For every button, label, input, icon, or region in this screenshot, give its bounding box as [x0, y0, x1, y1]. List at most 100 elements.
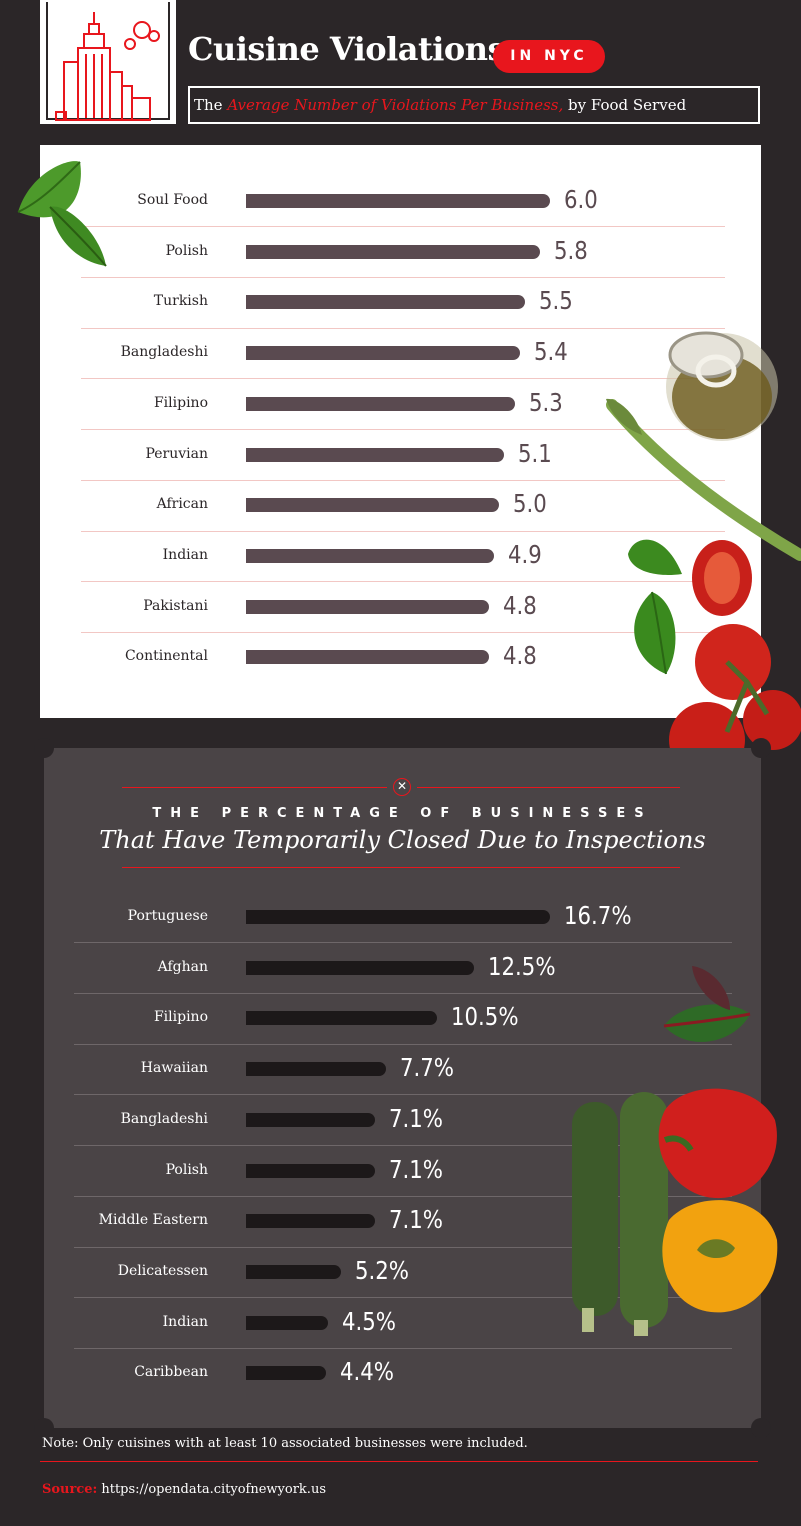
row-divider [81, 226, 725, 228]
bar [246, 548, 495, 563]
chard-leaf-icon [663, 966, 751, 1042]
bar [246, 1264, 341, 1279]
row-divider [74, 1246, 732, 1248]
location-badge: IN NYC [493, 40, 605, 73]
panel-corner-notch [751, 738, 771, 758]
footer-divider [40, 1461, 758, 1462]
value-label: 10.5% [451, 1002, 519, 1032]
value-label: 12.5% [487, 951, 556, 981]
value-label: 7.1% [389, 1154, 444, 1184]
row-divider [81, 277, 725, 279]
row-divider [74, 1145, 732, 1147]
bar [246, 1366, 327, 1381]
category-label: Portuguese [127, 908, 208, 924]
bar [246, 447, 505, 462]
value-label: 5.5 [538, 286, 573, 316]
category-label: Middle Eastern [98, 1212, 208, 1229]
category-label: Polish [165, 242, 208, 259]
value-label: 4.5% [341, 1306, 396, 1336]
value-label: 4.8 [503, 590, 537, 620]
value-label: 6.0 [564, 185, 598, 214]
value-label: 4.9 [508, 539, 543, 569]
bar [246, 1112, 376, 1127]
value-label: 16.7% [564, 901, 632, 930]
row-divider [81, 530, 725, 532]
bar [246, 396, 515, 411]
subtitle-suffix: by Food Served [563, 96, 687, 114]
row-divider [74, 993, 732, 995]
category-label: Afghan [157, 958, 208, 975]
category-label: Hawaiian [140, 1060, 208, 1077]
category-label: Polish [165, 1161, 208, 1178]
oil-bottle-icon [666, 331, 778, 441]
value-label: 5.3 [528, 387, 563, 417]
footnote: Note: Only cuisines with at least 10 ass… [42, 1436, 528, 1451]
value-label: 7.7% [400, 1053, 455, 1083]
panel-corner-notch [34, 738, 54, 758]
asparagus-icon [606, 398, 801, 561]
value-label: 4.4% [340, 1357, 395, 1387]
subtitle-prefix: The [194, 96, 228, 114]
zucchini-icon [572, 1092, 668, 1336]
category-label: Continental [124, 648, 208, 665]
row-divider [74, 1043, 732, 1045]
category-label: Indian [162, 546, 208, 563]
bar [246, 650, 490, 665]
page-title: Cuisine Violations [188, 30, 506, 68]
category-label: Caribbean [134, 1364, 208, 1381]
leaf-icon [17, 161, 107, 267]
bar [246, 295, 525, 310]
category-label: Filipino [153, 1009, 208, 1026]
subtitle: The Average Number of Violations Per Bus… [188, 86, 760, 124]
bell-pepper-icon [658, 1088, 778, 1313]
row-divider [81, 631, 725, 633]
logo-box [40, 0, 176, 124]
bar [246, 346, 520, 361]
row-divider [74, 1195, 732, 1197]
subtitle-highlight: Average Number of Violations Per Busines… [227, 96, 564, 114]
category-label: Delicatessen [117, 1262, 208, 1279]
category-label: Peruvian [145, 445, 208, 462]
row-divider [81, 429, 725, 431]
value-label: 7.1% [389, 1103, 444, 1133]
value-label: 5.1 [518, 438, 553, 468]
bar [246, 599, 490, 614]
basil-icon [628, 539, 682, 576]
section-divider [122, 787, 387, 788]
section-kicker: THE PERCENTAGE OF BUSINESSES [152, 806, 653, 821]
row-divider [81, 581, 725, 583]
tomato-icon [692, 540, 752, 616]
category-label: Indian [162, 1313, 208, 1330]
bar [246, 1315, 328, 1330]
row-divider [74, 1347, 732, 1349]
value-label: 5.8 [553, 235, 588, 265]
basil-icon [634, 591, 676, 675]
value-label: 7.1% [389, 1205, 444, 1235]
category-label: Soul Food [137, 192, 208, 208]
bar [246, 194, 550, 208]
bar [246, 1214, 376, 1229]
close-circle-icon: ✕ [393, 778, 411, 796]
category-label: Bangladeshi [120, 344, 208, 361]
bar [246, 910, 550, 924]
bar [246, 960, 474, 975]
value-label: 5.4 [533, 337, 568, 367]
section-divider [122, 867, 680, 868]
source-link[interactable]: https://opendata.cityofnewyork.us [101, 1482, 326, 1497]
category-label: Turkish [153, 293, 208, 310]
value-label: 4.8 [503, 641, 537, 671]
bar [246, 1011, 438, 1026]
bar [246, 498, 500, 513]
row-divider [74, 942, 732, 944]
value-label: 5.0 [513, 489, 548, 519]
category-label: Bangladeshi [120, 1110, 208, 1127]
panel-corner-notch [34, 1418, 54, 1438]
value-label: 5.2% [354, 1255, 409, 1285]
row-divider [74, 1297, 732, 1299]
section-title: That Have Temporarily Closed Due to Insp… [99, 826, 706, 854]
panel-corner-notch [751, 1418, 771, 1438]
bar [246, 1062, 387, 1077]
row-divider [81, 378, 725, 380]
category-label: Pakistani [143, 597, 208, 614]
